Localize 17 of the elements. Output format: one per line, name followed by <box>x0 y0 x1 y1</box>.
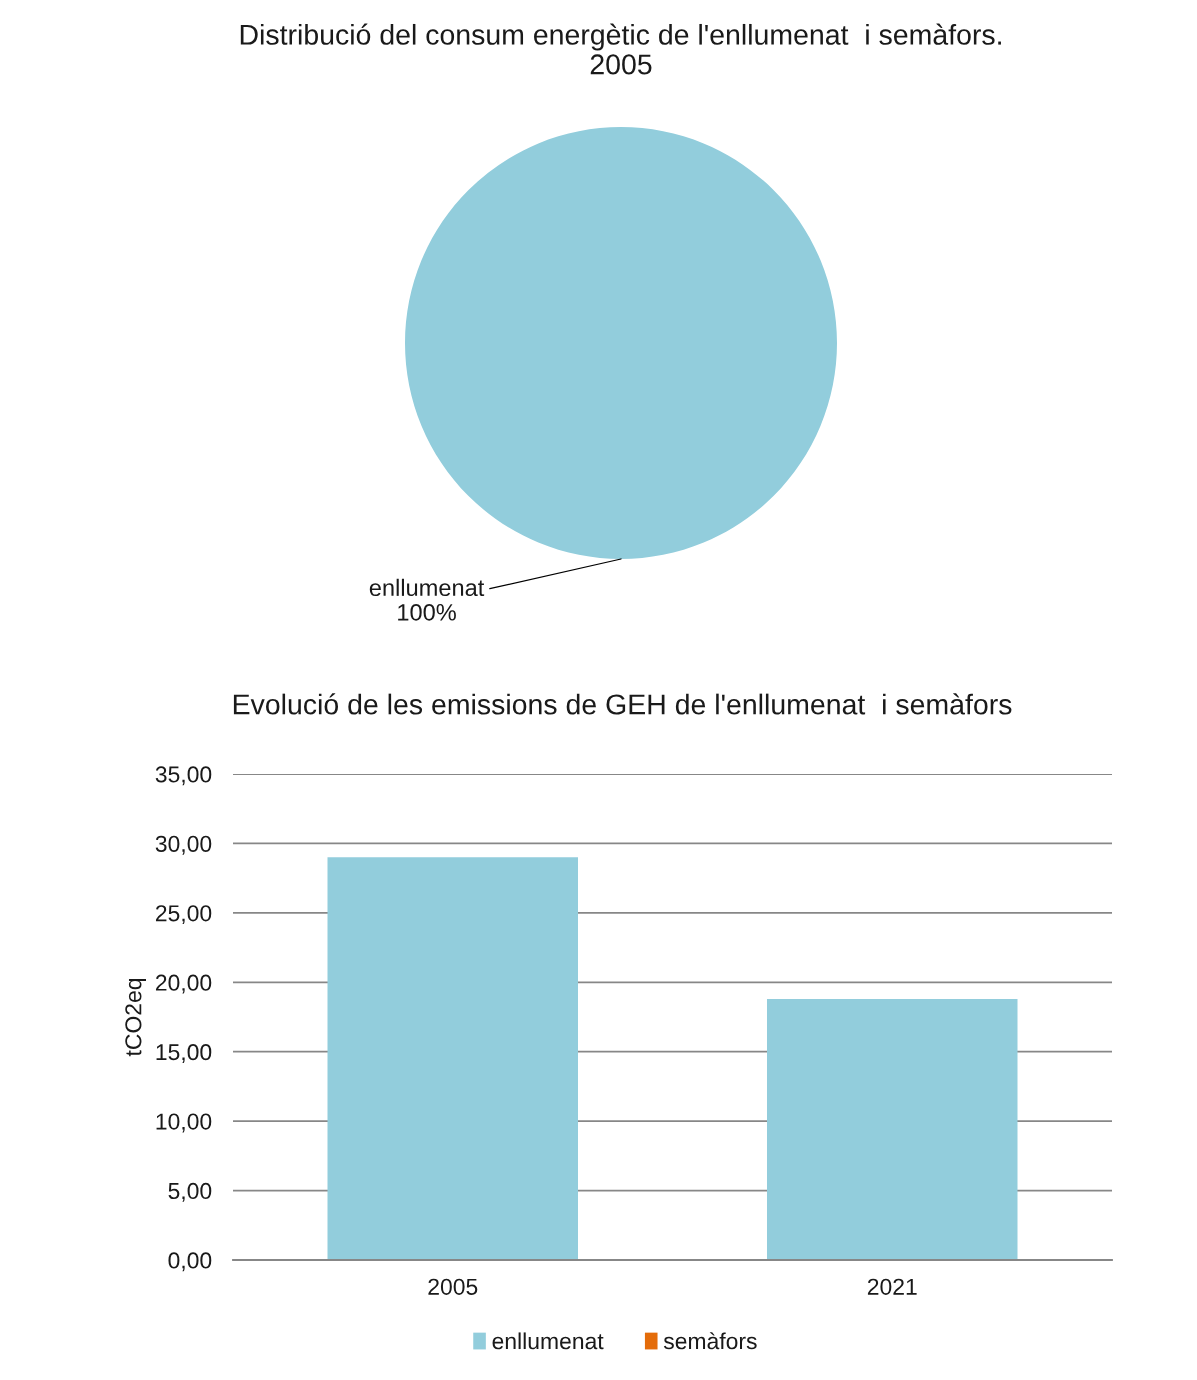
y-tick-label: 30,00 <box>155 835 212 855</box>
chart-title: Evolució de les emissions de GEH de l'enllumenat i semàfors <box>233 693 1012 715</box>
y-tick-label: 25,00 <box>155 905 212 925</box>
y-tick-label: 20,00 <box>155 974 212 994</box>
y-tick-label: 35,00 <box>155 766 212 786</box>
data-label: 100% <box>398 603 456 621</box>
y-tick-label: 15,00 <box>156 1044 212 1063</box>
x-tick-label: 2005 <box>428 1278 478 1295</box>
y-tick-label: 5,00 <box>168 1182 212 1202</box>
x-tick-label: 2021 <box>867 1278 917 1295</box>
chart-title: Distribució del consum energètic de l'enllumenat i semàfors. 2005 <box>240 23 1001 75</box>
y-tick-label: 10,00 <box>156 1113 212 1133</box>
legend-label: enllumenat <box>492 1332 604 1350</box>
slice-label: enllumenat <box>369 578 485 597</box>
legend-label: semàfors <box>663 1332 757 1350</box>
y-axis-title: tCO2eq <box>125 978 146 1057</box>
y-tick-label: 0,00 <box>168 1252 212 1272</box>
